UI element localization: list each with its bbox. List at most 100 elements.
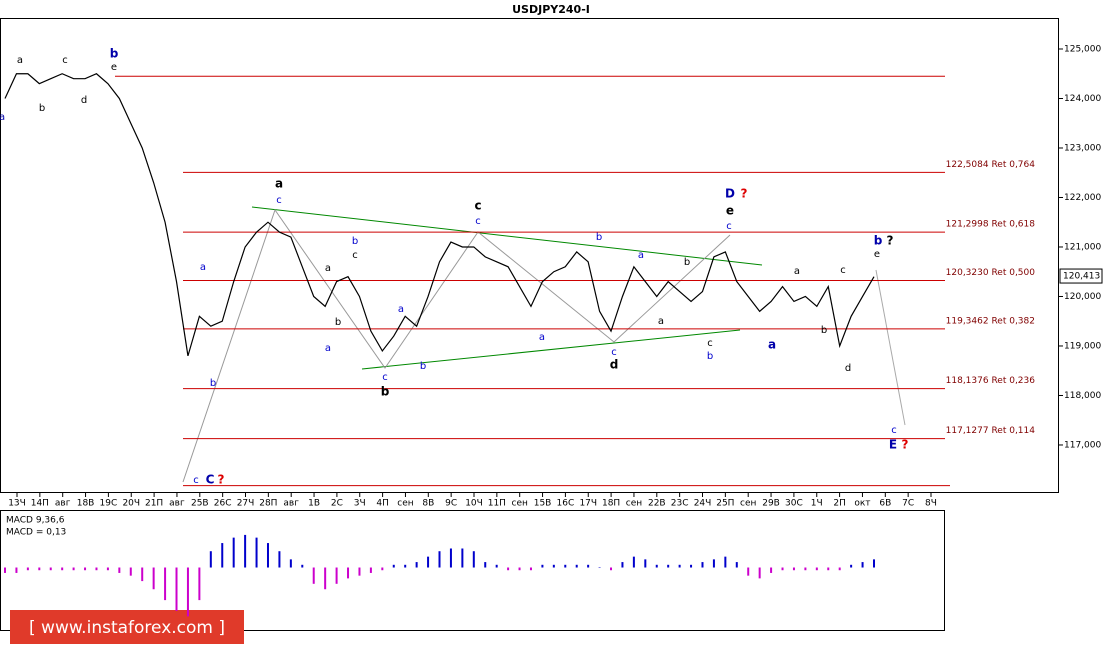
macd-bar — [244, 534, 247, 568]
x-tick-label: 21П — [145, 499, 163, 509]
macd-bar — [358, 567, 361, 576]
price-tag-label: 120,413 — [1063, 272, 1100, 282]
macd-bar — [106, 567, 109, 571]
macd-bar — [781, 567, 784, 571]
macd-title: MACD 9,36,6 — [6, 516, 65, 526]
wave-label: b — [381, 385, 390, 399]
y-tick-label: 125,000 — [1064, 44, 1101, 54]
y-tick-label: 119,000 — [1064, 341, 1101, 351]
macd-bar — [655, 564, 658, 568]
price-tag — [1059, 268, 1103, 284]
wave-label: ? — [218, 473, 225, 487]
wave-label: d — [610, 358, 619, 372]
x-tick-label: 8В — [422, 499, 434, 509]
x-tick-label: 19С — [100, 499, 118, 509]
wave-label: c — [840, 265, 846, 276]
x-tick-label: 16С — [557, 499, 575, 509]
macd-bar — [427, 556, 430, 568]
wave-label: ? — [902, 438, 909, 452]
forecast-path — [875, 269, 906, 426]
x-tick-label: 7С — [902, 499, 914, 509]
macd-bar — [712, 559, 715, 568]
wave-label: a — [539, 332, 545, 343]
macd-bar — [404, 564, 407, 568]
macd-bar — [186, 567, 189, 617]
macd-bar — [49, 567, 52, 571]
wave-label: b — [596, 232, 602, 243]
macd-bar — [335, 567, 338, 584]
x-tick-label: 10Ч — [465, 499, 483, 509]
wave-label: c — [474, 199, 481, 213]
x-tick-label: 15В — [534, 499, 552, 509]
macd-bar — [38, 567, 41, 571]
x-tick-label: 22В — [648, 499, 666, 509]
wave-label: b — [110, 47, 119, 61]
wave-label: a — [638, 250, 644, 261]
macd-bar — [575, 564, 578, 568]
wave-label: c — [475, 216, 481, 227]
x-tick-label: 18В — [77, 499, 95, 509]
x-tick-label: 17Ч — [579, 499, 597, 509]
wave-label: a — [275, 177, 283, 191]
wave-label: c — [891, 425, 897, 436]
x-tick-label: 25В — [191, 499, 209, 509]
x-tick-label: сен — [512, 499, 528, 509]
macd-bar — [221, 543, 224, 568]
level-label: 121,2998 Ret 0,618 — [946, 220, 1036, 230]
macd-bar — [838, 567, 841, 571]
x-tick-label: авг — [169, 499, 185, 509]
macd-bar — [758, 567, 761, 579]
macd-bar — [792, 567, 795, 571]
macd-bar — [15, 567, 18, 573]
macd-bar — [198, 567, 201, 601]
wave-label: c — [382, 372, 388, 383]
x-tick-label: 4П — [376, 499, 389, 509]
x-tick-label: 26С — [214, 499, 232, 509]
y-tick-label: 120,000 — [1064, 292, 1101, 302]
wave-label: b — [39, 103, 45, 114]
trend-line — [251, 206, 763, 266]
wave-label: b — [874, 234, 883, 248]
wave-label: c — [707, 338, 713, 349]
x-tick-label: 29В — [762, 499, 780, 509]
wave-label: E — [889, 438, 897, 452]
y-tick-label: 117,000 — [1064, 440, 1101, 450]
macd-bar — [861, 562, 864, 568]
macd-bar — [484, 562, 487, 568]
macd-bar — [438, 551, 441, 568]
level-label: 118,1376 Ret 0,236 — [946, 376, 1036, 386]
watermark-box — [10, 610, 244, 644]
macd-bar — [507, 567, 510, 571]
wave-label: c — [276, 195, 282, 206]
wave-label: C — [206, 473, 215, 487]
macd-value: MACD = 0,13 — [6, 528, 66, 538]
macd-bar — [461, 548, 464, 568]
macd-bar — [747, 567, 750, 576]
wave-label: a — [658, 316, 664, 327]
chart-title: USDJPY240-I — [512, 3, 590, 16]
macd-bar — [678, 564, 681, 568]
level-label: 122,5084 Ret 0,764 — [946, 160, 1036, 170]
macd-bar — [701, 562, 704, 568]
wave-label: d — [845, 363, 851, 374]
price-line — [4, 73, 875, 357]
x-tick-label: окт — [854, 499, 870, 509]
wave-label: a — [325, 263, 331, 274]
x-tick-label: 30С — [785, 499, 803, 509]
macd-bar — [552, 564, 555, 568]
x-tick-label: сен — [626, 499, 642, 509]
wave-label: e — [726, 204, 734, 218]
y-tick-label: 118,000 — [1064, 391, 1101, 401]
wave-label: ? — [741, 187, 748, 201]
macd-bar — [369, 567, 372, 573]
macd-bar — [690, 564, 693, 568]
macd-bar — [232, 537, 235, 568]
x-tick-label: 2П — [833, 499, 846, 509]
wave-label: b — [420, 361, 426, 372]
macd-bar — [118, 567, 121, 573]
x-tick-label: 14П — [31, 499, 49, 509]
macd-bar — [770, 567, 773, 573]
y-tick-label: 122,000 — [1064, 193, 1101, 203]
